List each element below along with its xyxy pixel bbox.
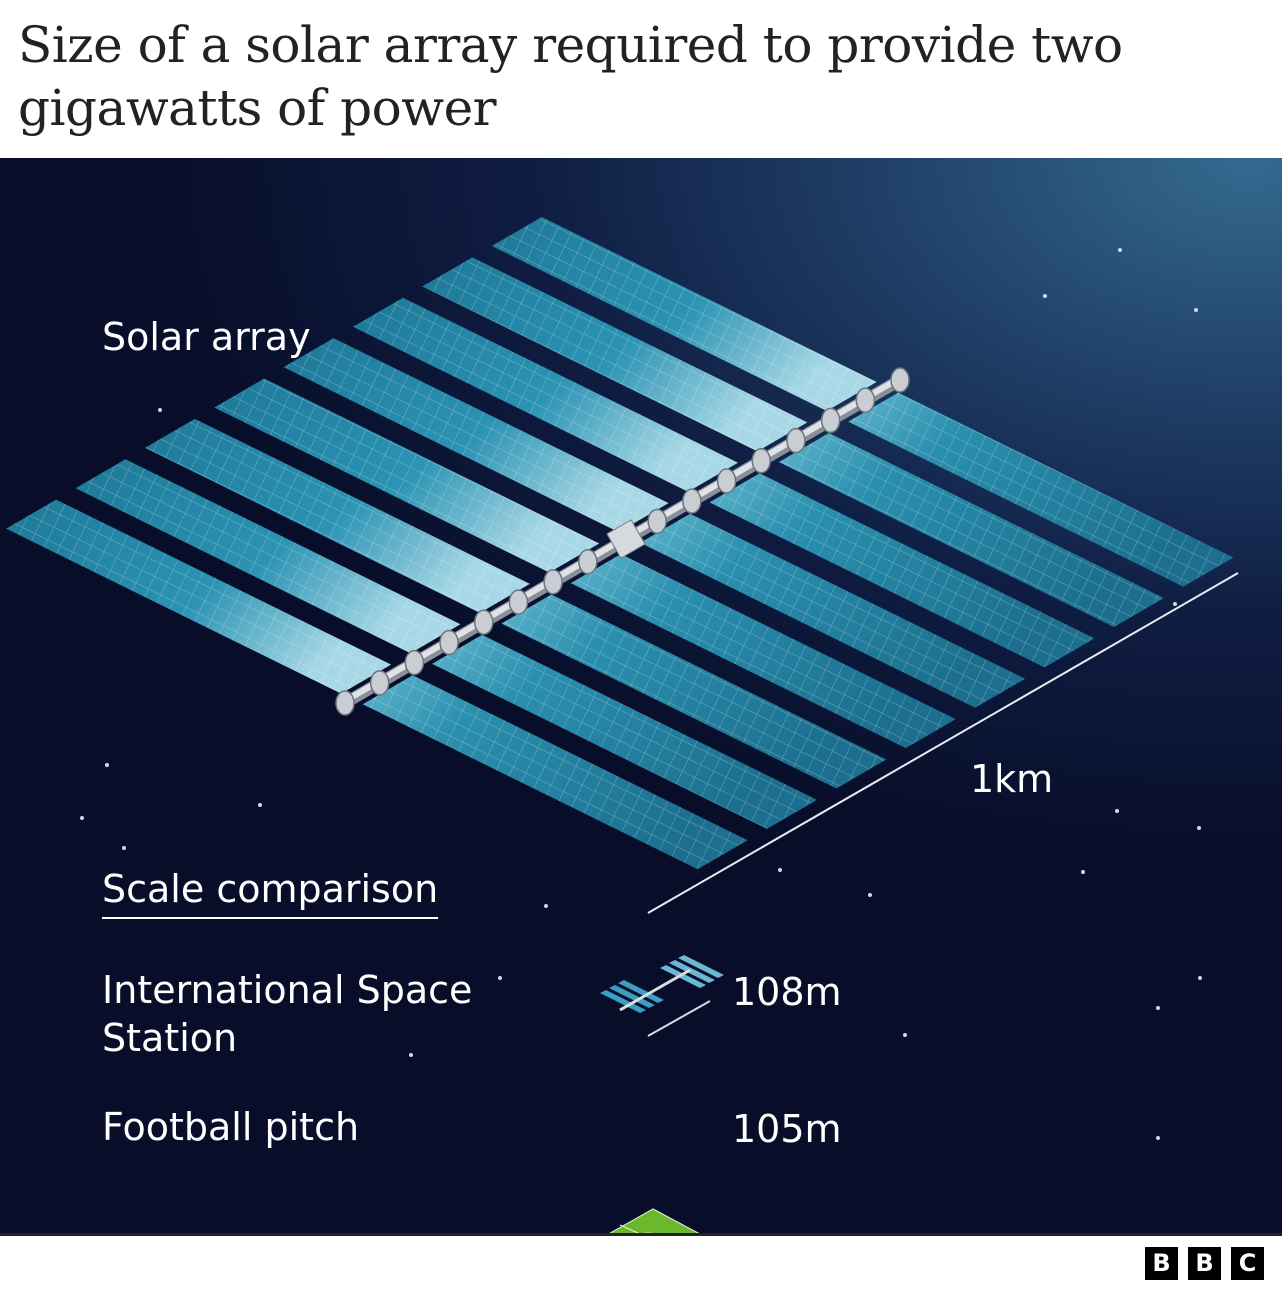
solar-panel-cells <box>709 473 1095 668</box>
truss-module <box>820 407 841 434</box>
bbc-logo-c: C <box>1231 1247 1264 1280</box>
solar-panel-cells <box>491 216 877 412</box>
iss-panel <box>609 985 655 1008</box>
star <box>1194 308 1198 312</box>
iss-panel <box>678 955 724 978</box>
scale-line-1km <box>647 572 1239 914</box>
football-pitch-icon <box>609 1208 700 1233</box>
star <box>903 1033 907 1037</box>
star <box>105 763 109 767</box>
star <box>868 893 872 897</box>
star <box>1043 294 1047 298</box>
solar-panel-cells <box>6 499 392 694</box>
solar-panel-cells <box>422 257 808 452</box>
iss-panel <box>660 965 706 988</box>
footer <box>0 1233 1282 1295</box>
truss-module <box>716 468 737 494</box>
pitch-halfway-line <box>619 1224 640 1233</box>
star <box>122 846 126 850</box>
solar-panel-cells <box>362 675 748 870</box>
iss-size: 108m <box>732 970 842 1014</box>
iss-panel <box>600 990 646 1013</box>
star <box>778 868 782 872</box>
truss-module <box>751 448 771 474</box>
star <box>1197 826 1201 830</box>
scale-line-iss <box>647 1000 711 1037</box>
solar-panel-cells <box>501 594 887 789</box>
truss-module <box>508 589 529 615</box>
star <box>1115 809 1119 813</box>
truss-module <box>369 670 390 696</box>
scale-1km-label: 1km <box>970 757 1054 801</box>
truss-module <box>543 569 563 595</box>
iss-panel <box>669 960 715 983</box>
truss-module <box>474 609 494 635</box>
solar-array-label: Solar array <box>102 315 311 359</box>
solar-panel-cells <box>432 634 818 829</box>
scale-comparison-heading: Scale comparison <box>102 865 439 919</box>
star <box>258 803 262 807</box>
solar-panel-cells <box>144 418 530 613</box>
star <box>1156 1006 1160 1010</box>
solar-panel-cells <box>353 297 738 492</box>
truss-module <box>335 690 355 716</box>
star <box>544 904 548 908</box>
star <box>1156 1136 1160 1140</box>
star <box>498 976 502 980</box>
solar-panel-cells <box>778 432 1164 628</box>
pitch-label: Football pitch <box>102 1105 360 1149</box>
bbc-logo-b1: B <box>1145 1247 1178 1280</box>
solar-array-illustration: Solar array 1km Scale comparison Interna… <box>0 158 1282 1233</box>
truss-module <box>578 548 598 575</box>
star <box>1173 602 1177 606</box>
iss-label: International Space Station <box>102 968 473 1060</box>
solar-panel-cells <box>570 554 956 749</box>
solar-panel-cells <box>640 513 1026 708</box>
solar-panel-cells <box>214 378 600 573</box>
star <box>80 816 84 820</box>
central-hub <box>606 519 646 559</box>
truss-module <box>786 427 806 454</box>
truss-module <box>404 649 425 676</box>
page-title: Size of a solar array required to provid… <box>18 16 1123 137</box>
star <box>1081 870 1085 874</box>
solar-array-graphic <box>6 216 1239 1233</box>
solar-panel-cells <box>283 338 669 533</box>
star <box>409 1053 413 1057</box>
iss-truss <box>619 968 691 1012</box>
solar-panel-cells <box>75 459 461 654</box>
truss-module <box>855 387 876 413</box>
solar-panel-cells <box>848 392 1234 587</box>
truss-module <box>647 508 667 535</box>
bbc-logo-b2: B <box>1188 1247 1221 1280</box>
star <box>1198 976 1202 980</box>
star <box>1118 248 1122 252</box>
iss-panel <box>618 980 664 1003</box>
star <box>158 408 162 412</box>
truss-module <box>682 488 702 514</box>
pitch-size: 105m <box>732 1107 842 1151</box>
truss-module <box>439 629 459 656</box>
truss-module <box>890 367 910 393</box>
